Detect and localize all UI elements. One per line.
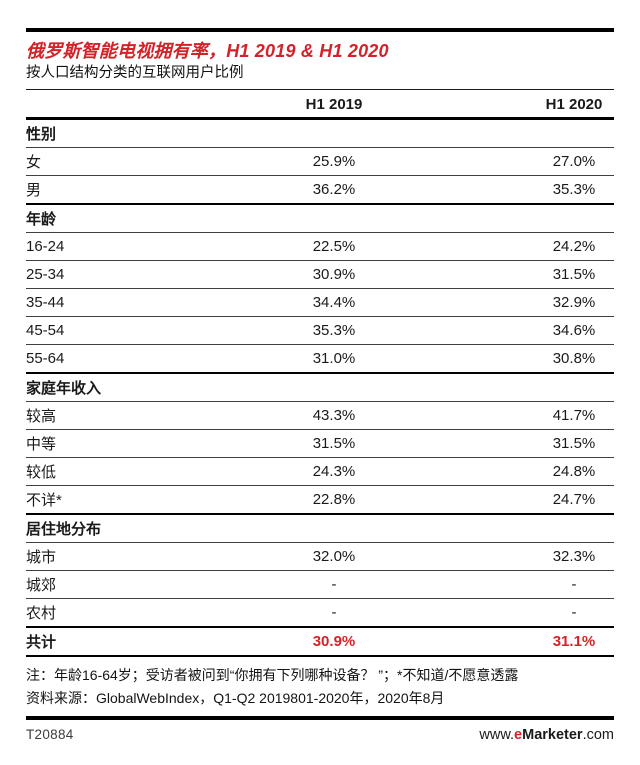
column-header-h1-2020: H1 2020 [545,96,603,113]
emarketer-link[interactable]: www.eMarketer.com [479,727,614,743]
header-rule-thick [26,117,614,120]
total-label: 共计 [26,634,57,651]
value-h1-2020: 34.6% [552,322,596,339]
section-header-residence: 居住地分布 [26,515,614,543]
row-label: 城市 [26,549,57,566]
row-label: 55-64 [26,350,65,367]
footnote-methodology: 注：年龄16-64岁；受访者被问到“你拥有下列哪种设备？ ”；*不知道/不愿意透… [26,667,519,683]
row-label: 35-44 [26,294,65,311]
row-label: 农村 [26,605,57,622]
value-h1-2019: 32.0% [312,548,356,565]
chart-subtitle: 按人口结构分类的互联网用户比例 [26,65,244,81]
value-h1-2020: 31.5% [552,435,596,452]
site-com: .com [582,727,614,743]
column-header-row: H1 2019 H1 2020 [26,90,614,117]
total-h1-2020: 31.1% [552,633,596,650]
value-h1-2020: 41.7% [552,407,596,424]
footer: T20884 www.eMarketer.com [26,727,614,763]
value-h1-2020: 31.5% [552,266,596,283]
row-label: 女 [26,154,42,171]
value-h1-2020: 24.2% [552,238,596,255]
section-header-label: 居住地分布 [26,521,102,538]
row-label: 城郊 [26,577,57,594]
chart-title: 俄罗斯智能电视拥有率，H1 2019 & H1 2020 [26,41,389,61]
row-label: 男 [26,182,42,199]
top-divider-bar [26,28,614,32]
row-label: 较高 [26,408,57,425]
value-h1-2020: 24.7% [552,491,596,508]
row-label: 16-24 [26,238,65,255]
value-h1-2020: 32.3% [552,548,596,565]
table-row: 16-24 22.5% 24.2% [26,233,614,261]
row-label: 中等 [26,436,57,453]
table-row: 城市 32.0% 32.3% [26,543,614,571]
value-h1-2019: 25.9% [312,153,356,170]
value-h1-2019: 35.3% [312,322,356,339]
value-h1-2019: 22.8% [312,491,356,508]
section-header-label: 家庭年收入 [26,380,102,397]
table-row: 城郊 - - [26,571,614,599]
total-h1-2019: 30.9% [312,633,356,650]
site-e: e [514,727,523,743]
section-header-income: 家庭年收入 [26,374,614,402]
value-h1-2019: - [331,576,337,593]
row-label: 不详* [26,492,62,509]
site-www: www. [479,727,515,743]
table-row: 55-64 31.0% 30.8% [26,345,614,374]
footnotes: 注：年龄16-64岁；受访者被问到“你拥有下列哪种设备？ ”；*不知道/不愿意透… [26,664,614,710]
bottom-divider-bar [26,716,614,720]
section-header-gender: 性别 [26,120,614,148]
table-row: 不详* 22.8% 24.7% [26,486,614,515]
value-h1-2019: 30.9% [312,266,356,283]
table-row: 女 25.9% 27.0% [26,148,614,176]
table-row: 中等 31.5% 31.5% [26,430,614,458]
value-h1-2020: 35.3% [552,181,596,198]
table-row: 35-44 34.4% 32.9% [26,289,614,317]
table-row: 男 36.2% 35.3% [26,176,614,205]
table-row: 45-54 35.3% 34.6% [26,317,614,345]
value-h1-2020: 24.8% [552,463,596,480]
footnote-source: 资料来源：GlobalWebIndex，Q1-Q2 2019801-2020年，… [26,690,445,706]
header-rule-thin [26,89,614,90]
value-h1-2019: 24.3% [312,463,356,480]
value-h1-2019: 43.3% [312,407,356,424]
value-h1-2019: 36.2% [312,181,356,198]
row-label: 45-54 [26,322,65,339]
section-header-label: 性别 [26,126,57,143]
section-header-label: 年龄 [26,211,57,228]
table-row: 较高 43.3% 41.7% [26,402,614,430]
table-row: 较低 24.3% 24.8% [26,458,614,486]
column-header-h1-2019: H1 2019 [305,96,363,113]
row-label: 较低 [26,464,57,481]
value-h1-2019: 31.0% [312,350,356,367]
total-row: 共计 30.9% 31.1% [26,628,614,657]
table-row: 农村 - - [26,599,614,628]
chart-id: T20884 [26,727,74,742]
value-h1-2019: - [331,604,337,621]
value-h1-2020: - [571,604,577,621]
table-row: 25-34 30.9% 31.5% [26,261,614,289]
value-h1-2019: 34.4% [312,294,356,311]
value-h1-2020: 27.0% [552,153,596,170]
value-h1-2020: 30.8% [552,350,596,367]
value-h1-2020: 32.9% [552,294,596,311]
site-marketer: Marketer [522,727,583,743]
value-h1-2020: - [571,576,577,593]
section-header-age: 年龄 [26,205,614,233]
value-h1-2019: 22.5% [312,238,356,255]
row-label: 25-34 [26,266,65,283]
value-h1-2019: 31.5% [312,435,356,452]
